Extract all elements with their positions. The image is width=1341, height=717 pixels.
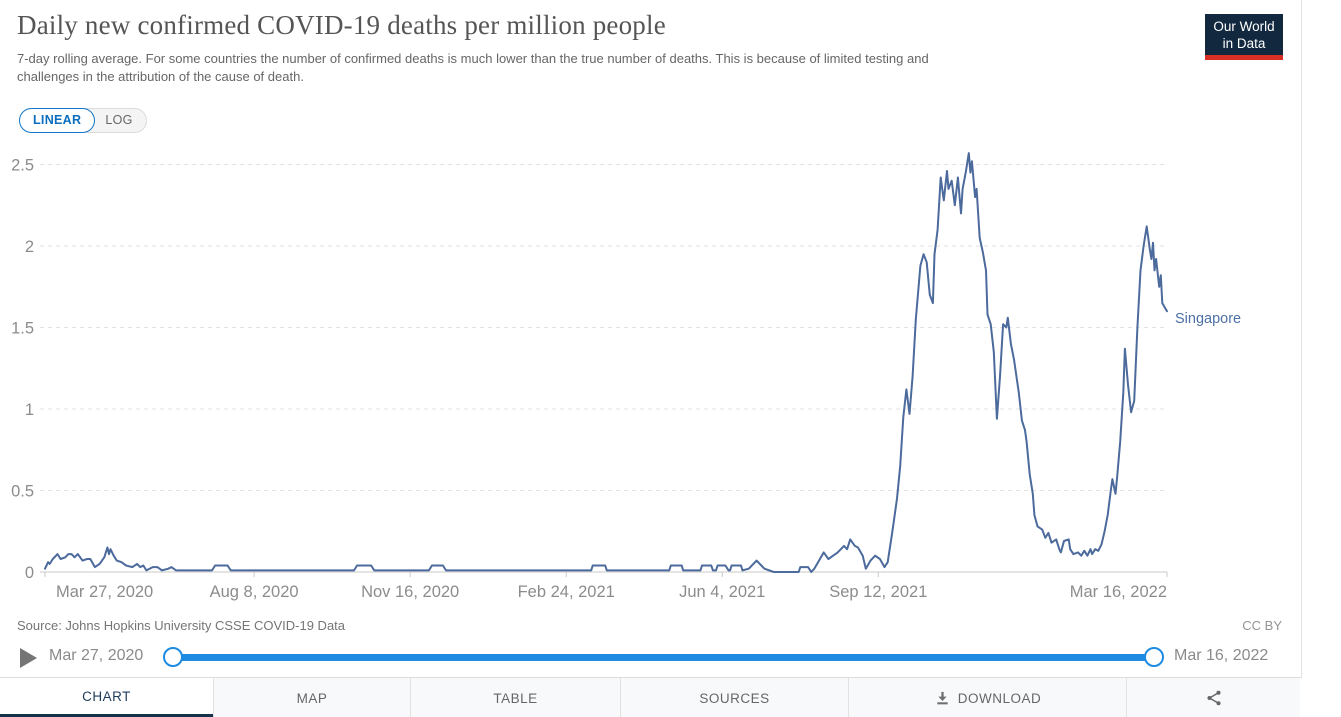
- tab-share[interactable]: [1126, 678, 1300, 717]
- x-axis-tick-label: Jun 4, 2021: [679, 583, 765, 601]
- download-icon: [937, 691, 948, 704]
- y-axis-tick-label: 2: [25, 238, 34, 256]
- timeline-start-handle[interactable]: [163, 647, 183, 667]
- timeline-end-handle[interactable]: [1144, 647, 1164, 667]
- tab-download[interactable]: DOWNLOAD: [848, 678, 1126, 717]
- tab-bar: CHART MAP TABLE SOURCES DOWNLOAD: [0, 677, 1302, 717]
- x-axis-tick-label: Mar 27, 2020: [56, 583, 153, 601]
- y-axis-tick-label: 0: [25, 564, 34, 582]
- tab-chart-label: CHART: [82, 688, 131, 704]
- singapore-series-line[interactable]: [44, 152, 1168, 573]
- y-axis-tick-label: 2.5: [11, 157, 34, 175]
- x-axis-tick-label: Feb 24, 2021: [518, 583, 615, 601]
- license-badge[interactable]: CC BY: [1242, 618, 1282, 633]
- x-axis-tick-label: Sep 12, 2021: [829, 583, 927, 601]
- owid-logo-line2: in Data: [1222, 36, 1266, 51]
- timeline-track[interactable]: [173, 654, 1154, 661]
- share-icon: [1206, 690, 1221, 706]
- y-axis-tick-label: 1: [25, 401, 34, 419]
- tab-sources[interactable]: SOURCES: [620, 678, 848, 717]
- timeline-end-date: Mar 16, 2022: [1174, 647, 1269, 664]
- scale-toggle: LINEAR LOG: [19, 108, 147, 133]
- chart-subtitle: 7-day rolling average. For some countrie…: [17, 50, 1142, 86]
- tab-map[interactable]: MAP: [213, 678, 410, 717]
- chart-card: Daily new confirmed COVID-19 deaths per …: [0, 0, 1302, 717]
- tab-download-label: DOWNLOAD: [957, 690, 1042, 706]
- tab-map-label: MAP: [296, 690, 328, 706]
- timeline: Mar 27, 2020 Mar 16, 2022: [0, 643, 1302, 673]
- tab-table[interactable]: TABLE: [410, 678, 620, 717]
- x-axis-tick-label: Aug 8, 2020: [210, 583, 299, 601]
- owid-logo-line1: Our World: [1213, 19, 1275, 34]
- owid-logo-text: Our World in Data: [1205, 14, 1283, 55]
- y-axis-tick-label: 1.5: [11, 320, 34, 338]
- x-axis-tick-label: Mar 16, 2022: [1070, 583, 1167, 601]
- timeline-start-date: Mar 27, 2020: [49, 647, 144, 664]
- subtitle-line-2: challenges in the attribution of the cau…: [17, 69, 304, 84]
- series-label-singapore[interactable]: Singapore: [1175, 311, 1241, 327]
- source-note[interactable]: Source: Johns Hopkins University CSSE CO…: [17, 618, 346, 633]
- owid-logo-red-bar: [1205, 55, 1283, 60]
- linear-button[interactable]: LINEAR: [19, 108, 96, 133]
- log-button[interactable]: LOG: [95, 109, 145, 132]
- tab-table-label: TABLE: [493, 690, 538, 706]
- line-chart: 0 0.5 1 1.5 2 2.5 Mar 27, 2020 Aug 8, 2020 Nov 1…: [11, 152, 1241, 601]
- tab-chart[interactable]: CHART: [0, 678, 213, 717]
- owid-logo[interactable]: Our World in Data: [1205, 14, 1283, 60]
- play-button[interactable]: [20, 648, 37, 668]
- chart-title: Daily new confirmed COVID-19 deaths per …: [17, 10, 666, 40]
- timeline-slider[interactable]: [163, 645, 1164, 669]
- footer-row: Source: Johns Hopkins University CSSE CO…: [17, 618, 1282, 633]
- y-axis-tick-label: 0.5: [11, 483, 34, 501]
- x-axis-tick-label: Nov 16, 2020: [361, 583, 459, 601]
- tab-sources-label: SOURCES: [699, 690, 770, 706]
- subtitle-line-1: 7-day rolling average. For some countrie…: [17, 51, 929, 66]
